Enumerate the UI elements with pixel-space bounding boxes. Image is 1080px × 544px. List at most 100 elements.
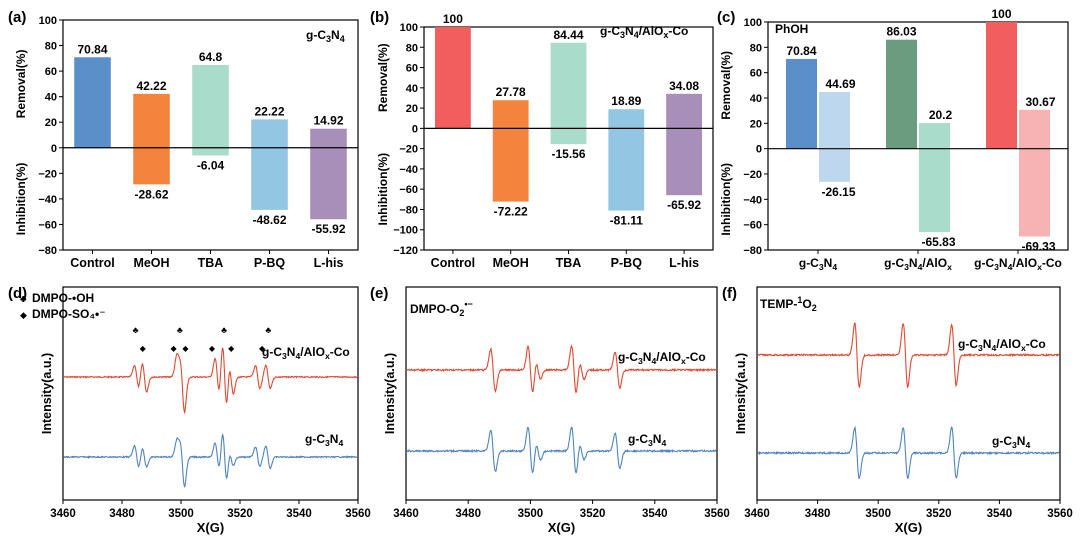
- ytick-label-c-0: 100: [744, 17, 762, 29]
- ylabel-top-a: Removal(%): [14, 50, 28, 119]
- inhibition-bar-b-2: [550, 128, 587, 145]
- spectrum-line-e-1: [406, 426, 717, 474]
- xtick-label-f-5: 3560: [1047, 508, 1073, 520]
- xtick-label-d-3: 3520: [227, 508, 253, 520]
- removal-light-bar-c-0: [819, 92, 850, 149]
- xtick-label-d-2: 3500: [168, 508, 194, 520]
- ytick-label-b-1: 80: [406, 42, 418, 54]
- spectrum-line-f-0: [757, 322, 1060, 389]
- xtick-label-d-1: 3480: [109, 508, 135, 520]
- removal-dark-label-c-1: 86.03: [886, 25, 916, 39]
- spectrum-line-d-1: [63, 433, 358, 488]
- diamond-marker-0: ◆: [140, 344, 147, 353]
- ytick-label-b-3: 40: [406, 83, 418, 95]
- category-label-b-4: L-his: [669, 256, 699, 270]
- ytick-label-c-2: 60: [750, 68, 762, 80]
- ylabel-f: Intensity(a.u.): [734, 353, 748, 434]
- removal-bar-a-2: [192, 64, 229, 148]
- diamond-marker-1: ◆: [171, 344, 178, 353]
- category-label-a-1: MeOH: [133, 256, 169, 270]
- group-label-c-2: g-C3N4/AlOx-Co: [974, 256, 1062, 272]
- removal-bar-b-0: [434, 27, 471, 129]
- xtick-label-f-4: 3540: [987, 508, 1013, 520]
- ylabel-bottom-c: Inhibition(%): [719, 163, 733, 236]
- xlabel-f: X(G): [895, 520, 922, 535]
- spectrum-line-f-1: [757, 425, 1060, 480]
- xtick-label-e-3: 3520: [580, 508, 606, 520]
- inhibition-label-b-2: -15.56: [551, 147, 585, 161]
- ytick-label-c-5: 0: [756, 144, 762, 156]
- removal-bar-b-4: [666, 93, 703, 129]
- series-label-f-1: g-C3N4: [992, 434, 1030, 450]
- removal-bar-a-4: [310, 128, 347, 148]
- category-label-a-4: L-his: [314, 256, 344, 270]
- ytick-label-b-2: 60: [406, 63, 418, 75]
- ylabel-top-c: Removal(%): [719, 51, 733, 120]
- panel-a-label: (a): [8, 9, 26, 26]
- removal-bar-a-0: [74, 57, 111, 148]
- removal-bar-a-3: [251, 119, 288, 148]
- ytick-label-b-6: −20: [399, 144, 418, 156]
- legend-symbol-club: ♣: [20, 294, 27, 305]
- diamond-marker-2: ◆: [182, 344, 189, 353]
- xlabel-d: X(G): [197, 520, 224, 535]
- legend-symbol-diamond: ◆: [20, 310, 27, 320]
- panel-c-inset: PhOH: [775, 22, 808, 36]
- diamond-marker-4: ◆: [228, 344, 235, 353]
- category-label-a-2: TBA: [198, 256, 224, 270]
- inhibition-bar-c-1: [919, 148, 950, 233]
- inhibition-label-a-1: -28.62: [134, 187, 168, 201]
- category-label-b-1: MeOH: [493, 256, 529, 270]
- xtick-label-f-2: 3500: [865, 508, 891, 520]
- removal-bar-b-3: [608, 109, 645, 129]
- inhibition-bar-a-3: [251, 147, 288, 210]
- removal-label-b-0: 100: [443, 12, 463, 26]
- legend-label-oh: DMPO-•OH: [32, 291, 94, 305]
- series-label-e-1: g-C3N4: [628, 432, 666, 448]
- club-marker-1: ♣: [177, 325, 183, 335]
- legend-label-so4: DMPO-SO₄•⁻: [32, 307, 106, 321]
- epr-panel-e-frame: [405, 286, 718, 501]
- removal-dark-bar-c-1: [886, 39, 917, 149]
- removal-light-label-c-1: 20.2: [929, 108, 953, 122]
- ytick-label-a-3: 40: [45, 92, 57, 104]
- inhibition-bar-b-3: [608, 128, 645, 211]
- removal-bar-b-1: [492, 100, 529, 129]
- xtick-label-d-0: 3460: [50, 508, 76, 520]
- removal-light-label-c-2: 30.67: [1025, 95, 1055, 109]
- epr-panel-d-frame: [62, 286, 359, 501]
- ytick-label-a-8: −60: [38, 219, 57, 231]
- inhibition-label-b-3: -81.11: [610, 214, 644, 228]
- category-label-b-2: TBA: [556, 256, 582, 270]
- ytick-label-b-10: −100: [393, 225, 418, 237]
- inhibition-bar-a-2: [192, 147, 229, 156]
- inhibition-label-c-1: -65.83: [921, 235, 955, 249]
- ytick-label-a-0: 100: [39, 15, 57, 27]
- removal-dark-label-c-2: 100: [991, 7, 1011, 21]
- panel-f-inset: TEMP-1O2: [760, 295, 817, 313]
- removal-label-b-1: 27.78: [496, 85, 526, 99]
- diamond-marker-5: ◆: [259, 344, 266, 353]
- ytick-label-c-1: 80: [750, 42, 762, 54]
- removal-light-label-c-0: 44.69: [825, 77, 855, 91]
- series-label-e-0: g-C3N4/AlOx-Co: [618, 350, 706, 366]
- removal-label-a-0: 70.84: [77, 42, 107, 56]
- xtick-label-f-1: 3480: [805, 508, 831, 520]
- xtick-label-e-0: 3460: [393, 508, 419, 520]
- ytick-label-a-2: 60: [45, 66, 57, 78]
- ytick-label-b-5: 0: [412, 123, 418, 135]
- ytick-label-b-7: −40: [399, 164, 418, 176]
- plots-layer: 100 80 60 40 20 0 −20 −40 −60 −80 Removal(%) Inhibi…: [14, 7, 1073, 535]
- removal-label-a-4: 14.92: [313, 114, 343, 128]
- group-label-c-1: g-C3N4/AlOx: [884, 256, 952, 272]
- panel-d-label: (d): [8, 285, 27, 302]
- ytick-label-a-6: −20: [38, 168, 57, 180]
- panel-e-label: (e): [370, 285, 388, 302]
- ytick-label-a-7: −40: [38, 194, 57, 206]
- series-label-d-0: g-C3N4/AlOx-Co: [262, 345, 350, 361]
- series-label-f-0: g-C3N4/AlOx-Co: [958, 337, 1046, 353]
- diamond-marker-3: ◆: [209, 344, 216, 353]
- epr-panel-f-frame: [756, 286, 1061, 501]
- inhibition-bar-b-4: [666, 128, 703, 196]
- inhibition-bar-c-2: [1019, 148, 1050, 237]
